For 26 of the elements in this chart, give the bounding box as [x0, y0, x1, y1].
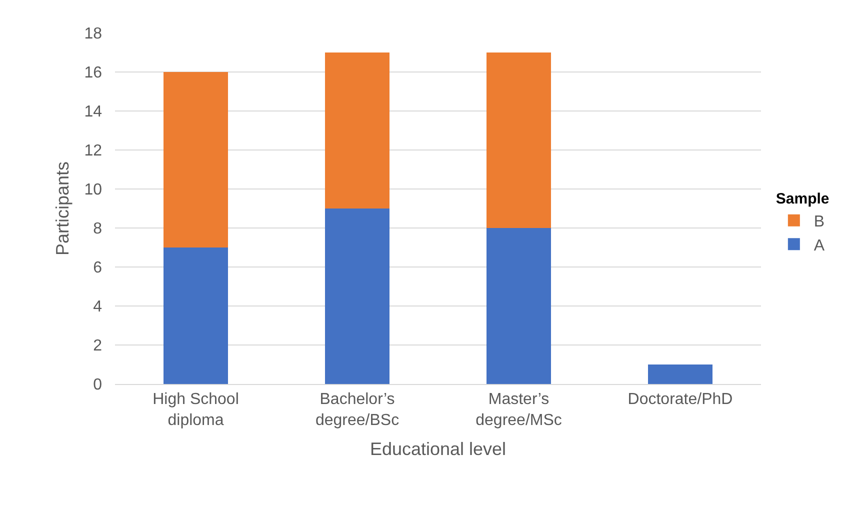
y-tick-label: 18 [84, 26, 102, 43]
y-tick-label: 14 [84, 104, 102, 121]
legend-label: A [814, 237, 825, 254]
y-axis-title: Participants [52, 161, 72, 256]
x-tick-label: Master’s degree/MSc [476, 391, 562, 429]
y-tick-label: 0 [93, 376, 102, 394]
y-tick-label: 8 [93, 220, 102, 238]
bar [648, 364, 713, 384]
legend-title: Sample [776, 190, 830, 208]
y-tick-label: 10 [84, 182, 102, 199]
y-tick-label: 6 [93, 260, 102, 277]
bar [163, 248, 228, 384]
y-tick-label: 2 [93, 338, 102, 355]
y-tick-label: 4 [93, 298, 102, 316]
bar [163, 72, 228, 248]
y-tick-label: 16 [84, 64, 102, 82]
bar [486, 228, 552, 384]
bar [486, 52, 552, 228]
legend-label: B [814, 214, 825, 231]
y-tick-label: 12 [84, 142, 102, 160]
bar [324, 52, 390, 208]
x-tick-label: Bachelor’s degree/BSc [315, 391, 400, 429]
x-axis-title: Educational level [370, 439, 506, 460]
x-tick-label: High School diploma [152, 391, 239, 429]
bar [324, 208, 390, 384]
x-tick-label: Doctorate/PhD [628, 391, 733, 408]
